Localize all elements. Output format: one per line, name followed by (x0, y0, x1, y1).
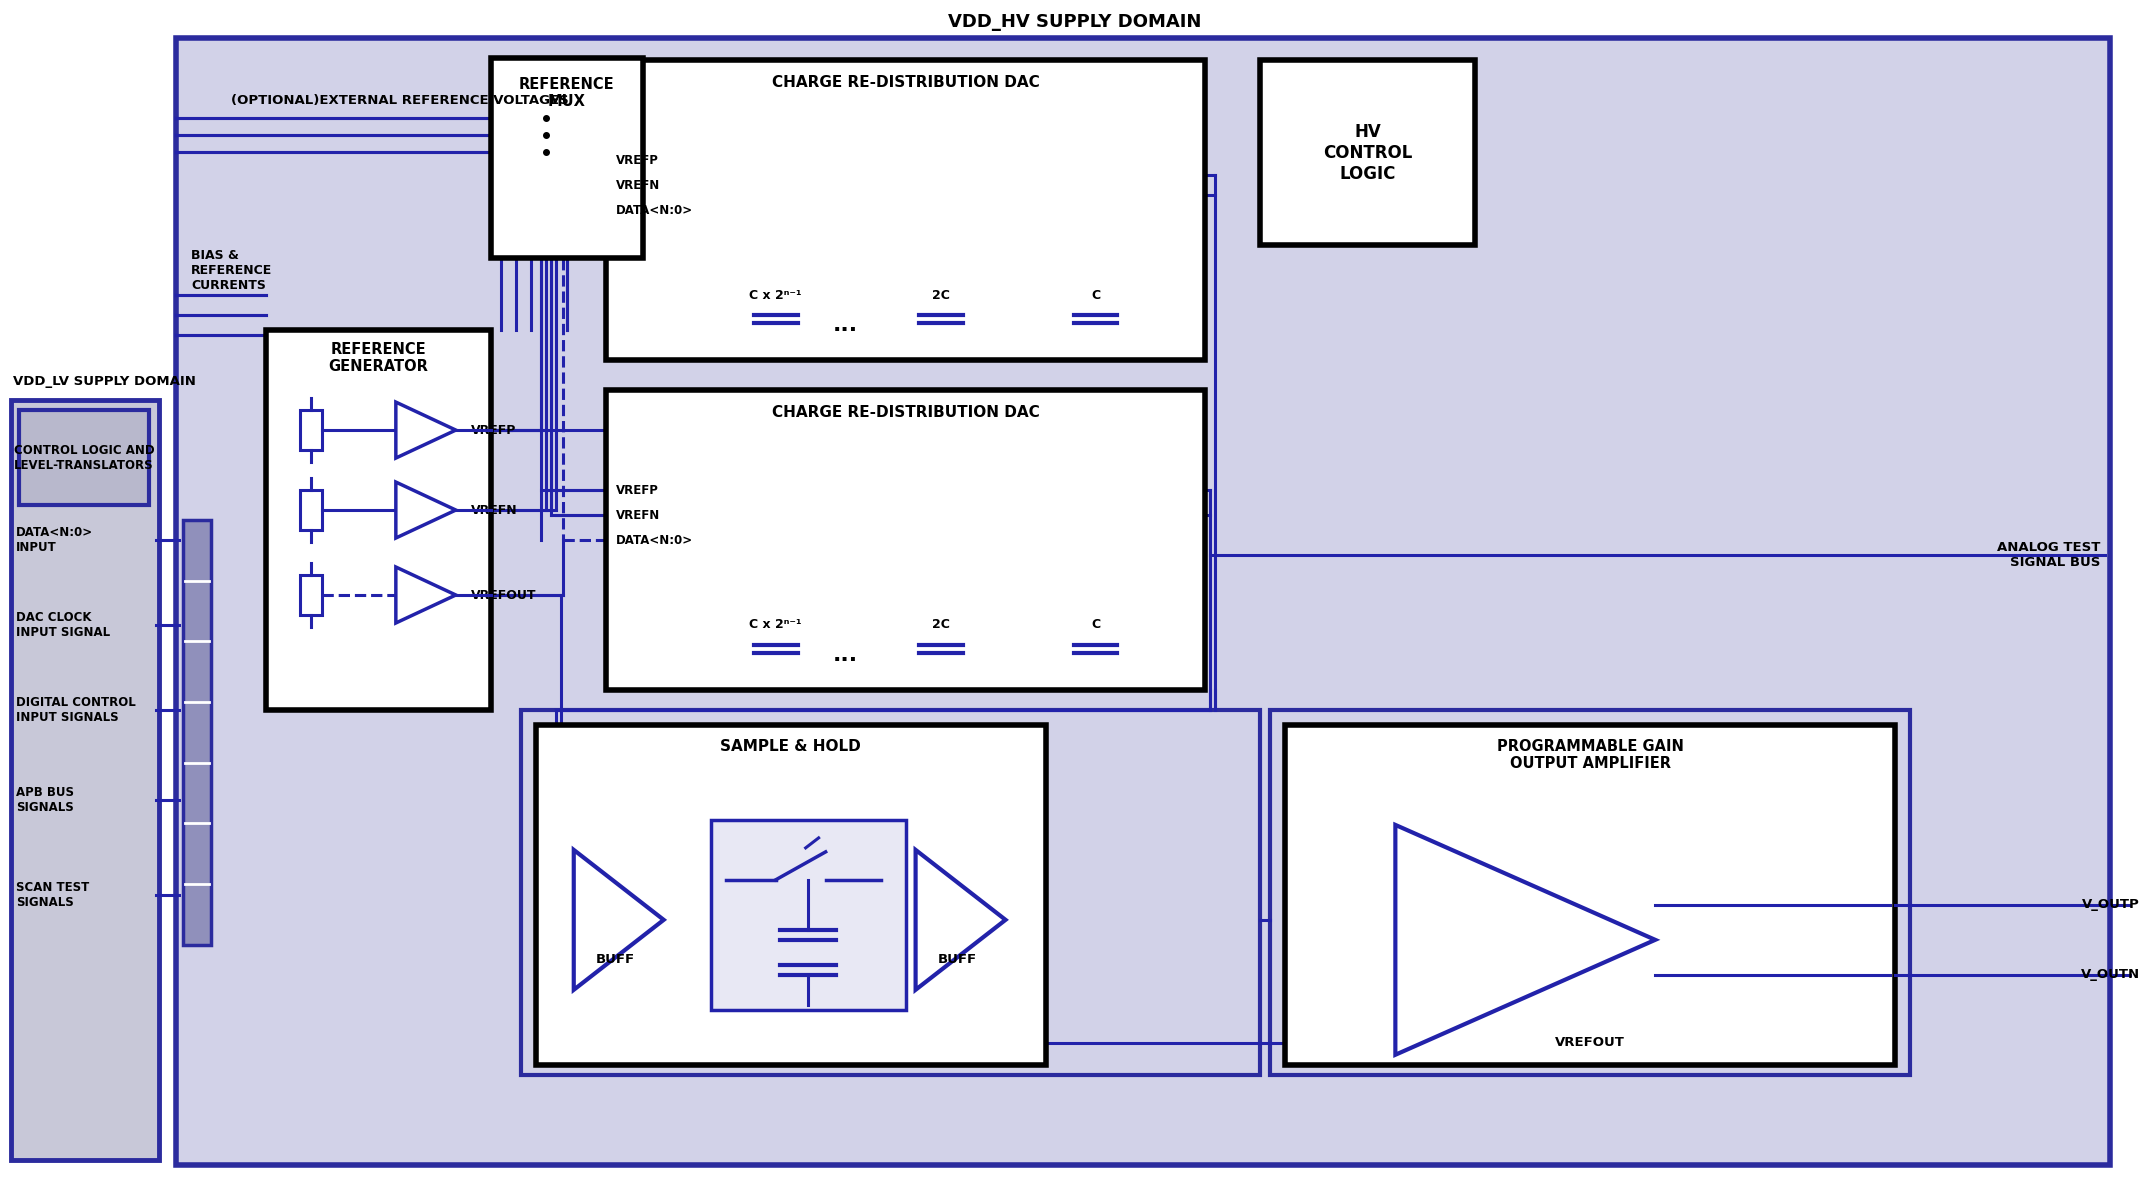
Text: BIAS &
REFERENCE
CURRENTS: BIAS & REFERENCE CURRENTS (191, 249, 273, 292)
Bar (183, 520, 211, 945)
Bar (490, 59, 642, 258)
Text: APB BUS
SIGNALS: APB BUS SIGNALS (15, 786, 73, 814)
Text: C: C (1091, 618, 1100, 631)
Text: C: C (1091, 288, 1100, 301)
Bar (1285, 725, 1895, 1064)
Text: CHARGE RE-DISTRIBUTION DAC: CHARGE RE-DISTRIBUTION DAC (771, 404, 1040, 420)
Text: REFERENCE
GENERATOR: REFERENCE GENERATOR (329, 342, 427, 374)
Text: 2C: 2C (932, 618, 949, 631)
Text: DATA<N:0>: DATA<N:0> (616, 203, 694, 216)
Bar (266, 330, 490, 710)
Text: V_OUTP: V_OUTP (2081, 898, 2139, 911)
Text: V_OUTN: V_OUTN (2081, 969, 2139, 982)
Text: VREFOUT: VREFOUT (470, 588, 537, 602)
Bar (19, 410, 148, 505)
Bar (606, 60, 1205, 360)
Text: DIGITAL CONTROL
INPUT SIGNALS: DIGITAL CONTROL INPUT SIGNALS (15, 696, 135, 724)
Text: VREFP: VREFP (616, 483, 659, 496)
Text: VREFP: VREFP (470, 423, 516, 437)
Polygon shape (915, 850, 1005, 990)
Bar (301, 410, 322, 450)
Bar (11, 401, 159, 1160)
Polygon shape (395, 567, 455, 623)
Polygon shape (1396, 825, 1656, 1055)
Text: ANALOG TEST
SIGNAL BUS: ANALOG TEST SIGNAL BUS (1998, 541, 2101, 569)
Text: 2C: 2C (932, 288, 949, 301)
Polygon shape (574, 850, 664, 990)
Text: ...: ... (833, 315, 859, 335)
Bar (520, 710, 1261, 1075)
Text: C x 2ⁿ⁻¹: C x 2ⁿ⁻¹ (750, 288, 801, 301)
Bar (606, 390, 1205, 690)
Bar (301, 490, 322, 530)
Text: VREFOUT: VREFOUT (1555, 1036, 1626, 1049)
Text: SAMPLE & HOLD: SAMPLE & HOLD (720, 739, 861, 755)
Polygon shape (395, 482, 455, 538)
Text: DATA<N:0>: DATA<N:0> (616, 533, 694, 547)
Text: HV
CONTROL
LOGIC: HV CONTROL LOGIC (1323, 123, 1413, 183)
Text: BUFF: BUFF (939, 953, 977, 966)
Text: ...: ... (833, 645, 859, 665)
Text: VREFN: VREFN (470, 504, 518, 517)
Bar (1269, 710, 1910, 1075)
Text: REFERENCE
MUX: REFERENCE MUX (520, 77, 614, 110)
Text: VREFN: VREFN (616, 508, 659, 521)
Text: VREFP: VREFP (616, 154, 659, 166)
Bar (1261, 60, 1476, 245)
Bar (301, 575, 322, 615)
Text: BUFF: BUFF (597, 953, 636, 966)
Text: SCAN TEST
SIGNALS: SCAN TEST SIGNALS (15, 881, 90, 909)
Text: (OPTIONAL)EXTERNAL REFERENCE VOLTAGES: (OPTIONAL)EXTERNAL REFERENCE VOLTAGES (232, 93, 569, 106)
Polygon shape (395, 402, 455, 458)
Text: CHARGE RE-DISTRIBUTION DAC: CHARGE RE-DISTRIBUTION DAC (771, 74, 1040, 90)
Text: VREFN: VREFN (616, 178, 659, 191)
Text: C x 2ⁿ⁻¹: C x 2ⁿ⁻¹ (750, 618, 801, 631)
Text: CONTROL LOGIC AND
LEVEL-TRANSLATORS: CONTROL LOGIC AND LEVEL-TRANSLATORS (13, 444, 155, 472)
Text: DATA<N:0>
INPUT: DATA<N:0> INPUT (15, 526, 92, 554)
Text: VDD_LV SUPPLY DOMAIN: VDD_LV SUPPLY DOMAIN (13, 376, 195, 388)
Bar (711, 820, 906, 1009)
Bar (535, 725, 1046, 1064)
Text: DAC CLOCK
INPUT SIGNAL: DAC CLOCK INPUT SIGNAL (15, 611, 110, 639)
Text: VDD_HV SUPPLY DOMAIN: VDD_HV SUPPLY DOMAIN (947, 13, 1201, 31)
Text: PROGRAMMABLE GAIN
OUTPUT AMPLIFIER: PROGRAMMABLE GAIN OUTPUT AMPLIFIER (1497, 739, 1684, 771)
